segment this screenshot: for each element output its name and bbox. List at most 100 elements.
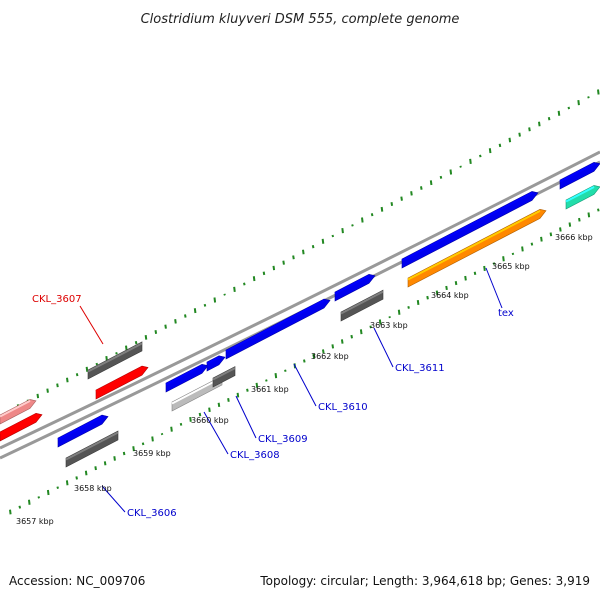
gc-tick [567,106,571,110]
gene-label-ckl-3607[interactable]: CKL_3607 [32,294,82,305]
gene-feature[interactable] [225,298,331,360]
gc-tick [160,432,164,436]
gene-label-ckl-3606[interactable]: CKL_3606 [127,508,177,519]
leader-line [293,363,317,407]
gene-label-ckl-3608[interactable]: CKL_3608 [230,450,280,461]
gene-feature[interactable] [407,209,547,288]
gc-tick [518,132,521,137]
gc-tick [464,275,467,281]
gene-label-ckl-3609[interactable]: CKL_3609 [258,434,308,445]
gc-tick [449,169,453,175]
leader-line [101,485,126,513]
gc-tick [233,286,236,292]
gc-tick [350,334,354,339]
backbone-outer [0,150,600,450]
gc-tick [479,154,482,158]
gene-label-ckl-3610[interactable]: CKL_3610 [318,402,368,413]
gc-tick [262,271,266,276]
gc-tick [36,393,40,399]
feature-highlight [0,400,31,418]
gc-tick [154,330,158,334]
gc-tick [84,470,88,476]
feature-highlight [0,413,37,435]
scale-label: 3657 kbp [16,517,54,526]
gc-tick [351,224,354,227]
gc-tick [587,212,591,218]
gc-tick [292,255,295,260]
gc-tick [227,398,230,402]
gc-tick [528,127,531,132]
gc-tick [122,451,126,456]
gc-skew-inner-track [9,208,600,515]
gc-tick [75,476,78,480]
gc-tick [559,227,562,232]
feature-highlight [334,274,370,295]
gc-skew-outer-track [7,89,600,414]
gc-tick [272,265,276,271]
gc-tick [473,271,477,275]
gc-tick [141,442,145,446]
gc-tick [469,158,472,164]
feature-highlight [206,356,220,365]
feature-highlight [65,431,119,461]
gene-feature[interactable] [95,365,149,400]
leader-line [203,411,229,455]
gc-tick [378,319,382,325]
gc-tick [65,480,69,486]
gc-tick [203,303,207,307]
gc-tick [236,392,240,398]
label-leader-lines [79,267,503,513]
gc-tick [193,308,197,314]
gc-tick [488,148,492,154]
gc-tick [359,329,363,335]
gene-feature[interactable] [0,412,43,442]
gene-label-ckl-3611[interactable]: CKL_3611 [395,363,445,374]
gc-tick [184,314,187,318]
gc-tick [557,110,561,116]
gc-tick [265,379,268,382]
feature-track [0,162,600,468]
gc-tick [508,137,512,143]
leader-line [485,267,503,309]
gene-feature[interactable] [57,414,109,448]
gene-feature[interactable] [401,191,539,269]
gene-feature[interactable] [0,399,37,425]
gene-labels: CKL_3606 CKL_3607 CKL_3608 CKL_3609 CKL_3610… [32,294,514,519]
gc-tick [578,217,581,222]
gene-feature[interactable] [565,185,600,210]
gc-tick [321,349,325,354]
gc-tick [217,402,221,407]
gene-feature[interactable] [559,162,600,190]
gc-tick [577,100,580,106]
gc-tick [252,276,256,282]
gc-tick [597,89,600,95]
gc-tick [174,319,177,324]
gc-tick [85,366,89,372]
feature-highlight [212,367,236,381]
scale-label: 3661 kbp [251,385,289,394]
gc-tick [400,196,403,201]
gc-tick [213,297,217,303]
gene-feature[interactable] [334,274,376,302]
gc-tick [56,486,59,489]
gc-tick [125,345,128,351]
feature-highlight [559,162,595,183]
gc-tick [502,256,505,262]
gc-tick [380,206,384,212]
gc-tick [369,325,372,329]
gc-tick [151,436,154,442]
gc-tick [282,260,285,265]
gc-tick [243,282,246,286]
gc-tick [439,175,443,179]
gc-tick [134,341,138,345]
gc-tick [390,202,394,206]
feature-highlight [401,192,533,262]
gene-feature[interactable] [206,355,226,372]
feature-highlight [95,366,143,393]
gene-feature[interactable] [165,363,209,393]
leader-line [235,395,257,439]
scale-labels: 3657 kbp 3658 kbp 3659 kbp 3660 kbp 3661 kbp… [16,233,593,526]
gene-label-tex[interactable]: tex [498,308,514,319]
gc-tick [255,382,259,388]
